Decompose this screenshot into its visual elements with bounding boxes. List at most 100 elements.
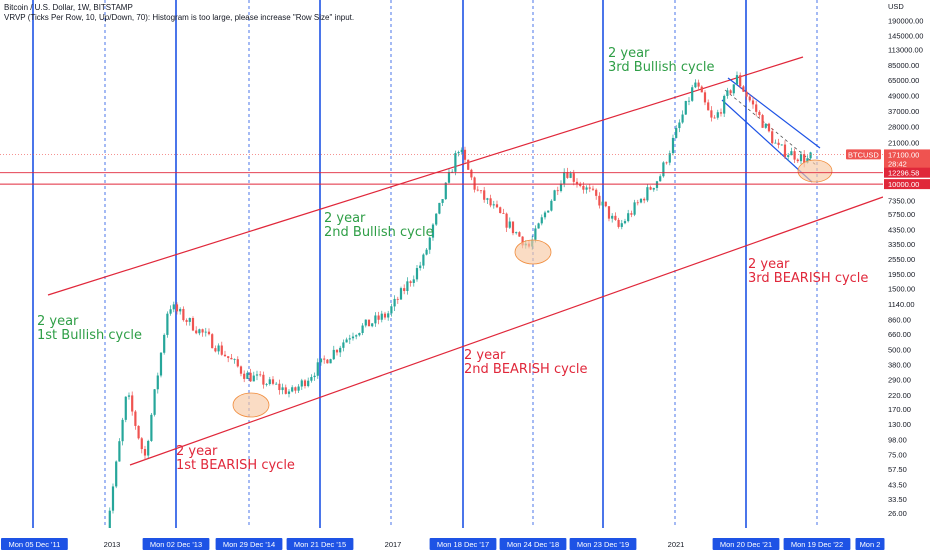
candle <box>732 84 735 96</box>
candle <box>447 168 451 184</box>
candle <box>579 181 582 188</box>
candle <box>620 219 623 230</box>
level-badge-2[interactable]: 10000.00 <box>884 179 930 190</box>
candle <box>131 391 134 416</box>
candle <box>467 159 470 170</box>
indicator-status: VRVP (Ticks Per Row, 10, Up/Down, 70): H… <box>4 13 355 22</box>
bear3-line1: 2 year <box>748 257 790 272</box>
svg-text:Mon 05 Dec '11: Mon 05 Dec '11 <box>9 540 61 549</box>
price-tick-label: 290.00 <box>888 376 911 385</box>
time-axis[interactable]: Mon 05 Dec '11 2013 Mon 02 Dec '13 Mon 29 D… <box>0 528 932 550</box>
candle <box>294 386 297 394</box>
candle <box>783 140 787 160</box>
candle <box>598 192 601 209</box>
candle <box>787 152 790 161</box>
candle <box>614 212 617 221</box>
candle <box>460 147 463 155</box>
candle <box>409 280 412 287</box>
highlight-circle-1 <box>514 239 552 265</box>
candle <box>393 295 396 311</box>
candle <box>463 146 467 164</box>
candle <box>713 115 716 119</box>
candle <box>601 199 604 210</box>
bull2-line2: 2nd Bullish cycle <box>324 225 434 240</box>
svg-text:Mon 21 Dec '15: Mon 21 Dec '15 <box>294 540 346 549</box>
candle <box>403 284 406 295</box>
candle <box>198 328 201 336</box>
time-axis-label: Mon 19 Dec '22 <box>783 538 851 550</box>
price-tick-label: 75.00 <box>888 450 907 459</box>
level-badge-1-value: 12296.58 <box>888 169 919 178</box>
candle <box>639 198 643 204</box>
candle <box>271 376 275 386</box>
candle <box>166 311 169 338</box>
candle <box>159 352 163 378</box>
candle <box>339 345 342 357</box>
candle <box>406 277 409 295</box>
candle <box>633 199 636 217</box>
candle <box>591 185 595 192</box>
price-tick-label: 7350.00 <box>888 197 915 206</box>
candle <box>422 253 425 269</box>
candle <box>355 334 358 340</box>
candle <box>387 310 390 321</box>
candle <box>249 368 252 382</box>
candle <box>262 371 265 389</box>
bear1-annotation: 2 year 1st BEARISH cycle <box>176 445 295 473</box>
candle <box>252 371 255 382</box>
price-tick-label: 660.00 <box>888 330 911 339</box>
candle <box>265 383 268 387</box>
candle <box>358 332 361 337</box>
candle <box>239 365 243 377</box>
candle <box>723 94 726 117</box>
candle <box>604 201 607 208</box>
candle <box>313 372 316 381</box>
svg-text:2017: 2017 <box>385 540 402 549</box>
bear2-annotation: 2 year 2nd BEARISH cycle <box>464 349 588 377</box>
candle <box>489 194 492 208</box>
candle <box>691 84 694 102</box>
channel-lower-line <box>129 196 884 466</box>
candle <box>419 261 422 271</box>
price-tick-label: 49000.00 <box>888 92 919 101</box>
candle <box>646 184 649 203</box>
candle <box>163 333 166 355</box>
bull3-line1: 2 year <box>608 46 650 61</box>
candle <box>476 186 479 192</box>
candle <box>751 96 755 109</box>
candle <box>383 311 387 320</box>
candle <box>515 231 518 235</box>
candle <box>300 378 303 390</box>
candle <box>227 356 230 363</box>
symbol-tag[interactable]: BTCUSD <box>846 149 881 160</box>
price-tick-label: 28000.00 <box>888 123 919 132</box>
candle <box>559 180 563 193</box>
candle <box>444 181 447 201</box>
candle <box>438 202 441 215</box>
level-badge-1[interactable]: 12296.58 <box>884 167 930 178</box>
candle <box>780 144 783 146</box>
candle <box>223 350 227 357</box>
highlight-circle-0 <box>232 392 270 418</box>
svg-text:Mon 29 Dec '14: Mon 29 Dec '14 <box>223 540 275 549</box>
candle <box>140 437 143 454</box>
candle <box>111 483 115 514</box>
candle <box>236 356 239 368</box>
candle <box>374 312 377 327</box>
candle <box>735 71 739 85</box>
time-axis-label: Mon 18 Dec '17 <box>429 538 497 550</box>
candle <box>710 106 713 122</box>
candle <box>207 328 211 336</box>
candle <box>307 377 310 388</box>
candle <box>511 221 515 236</box>
price-axis[interactable]: USD 190000.00 145000.00 113000.00 85000.00 65… <box>846 0 932 550</box>
candle <box>425 247 428 256</box>
time-axis-label: Mon 20 Dec '21 <box>712 538 780 550</box>
candle <box>796 158 799 163</box>
cycle-lines <box>32 0 818 528</box>
candle <box>310 374 313 383</box>
bull1-line2: 1st Bullish cycle <box>37 328 143 343</box>
candle <box>556 186 559 196</box>
